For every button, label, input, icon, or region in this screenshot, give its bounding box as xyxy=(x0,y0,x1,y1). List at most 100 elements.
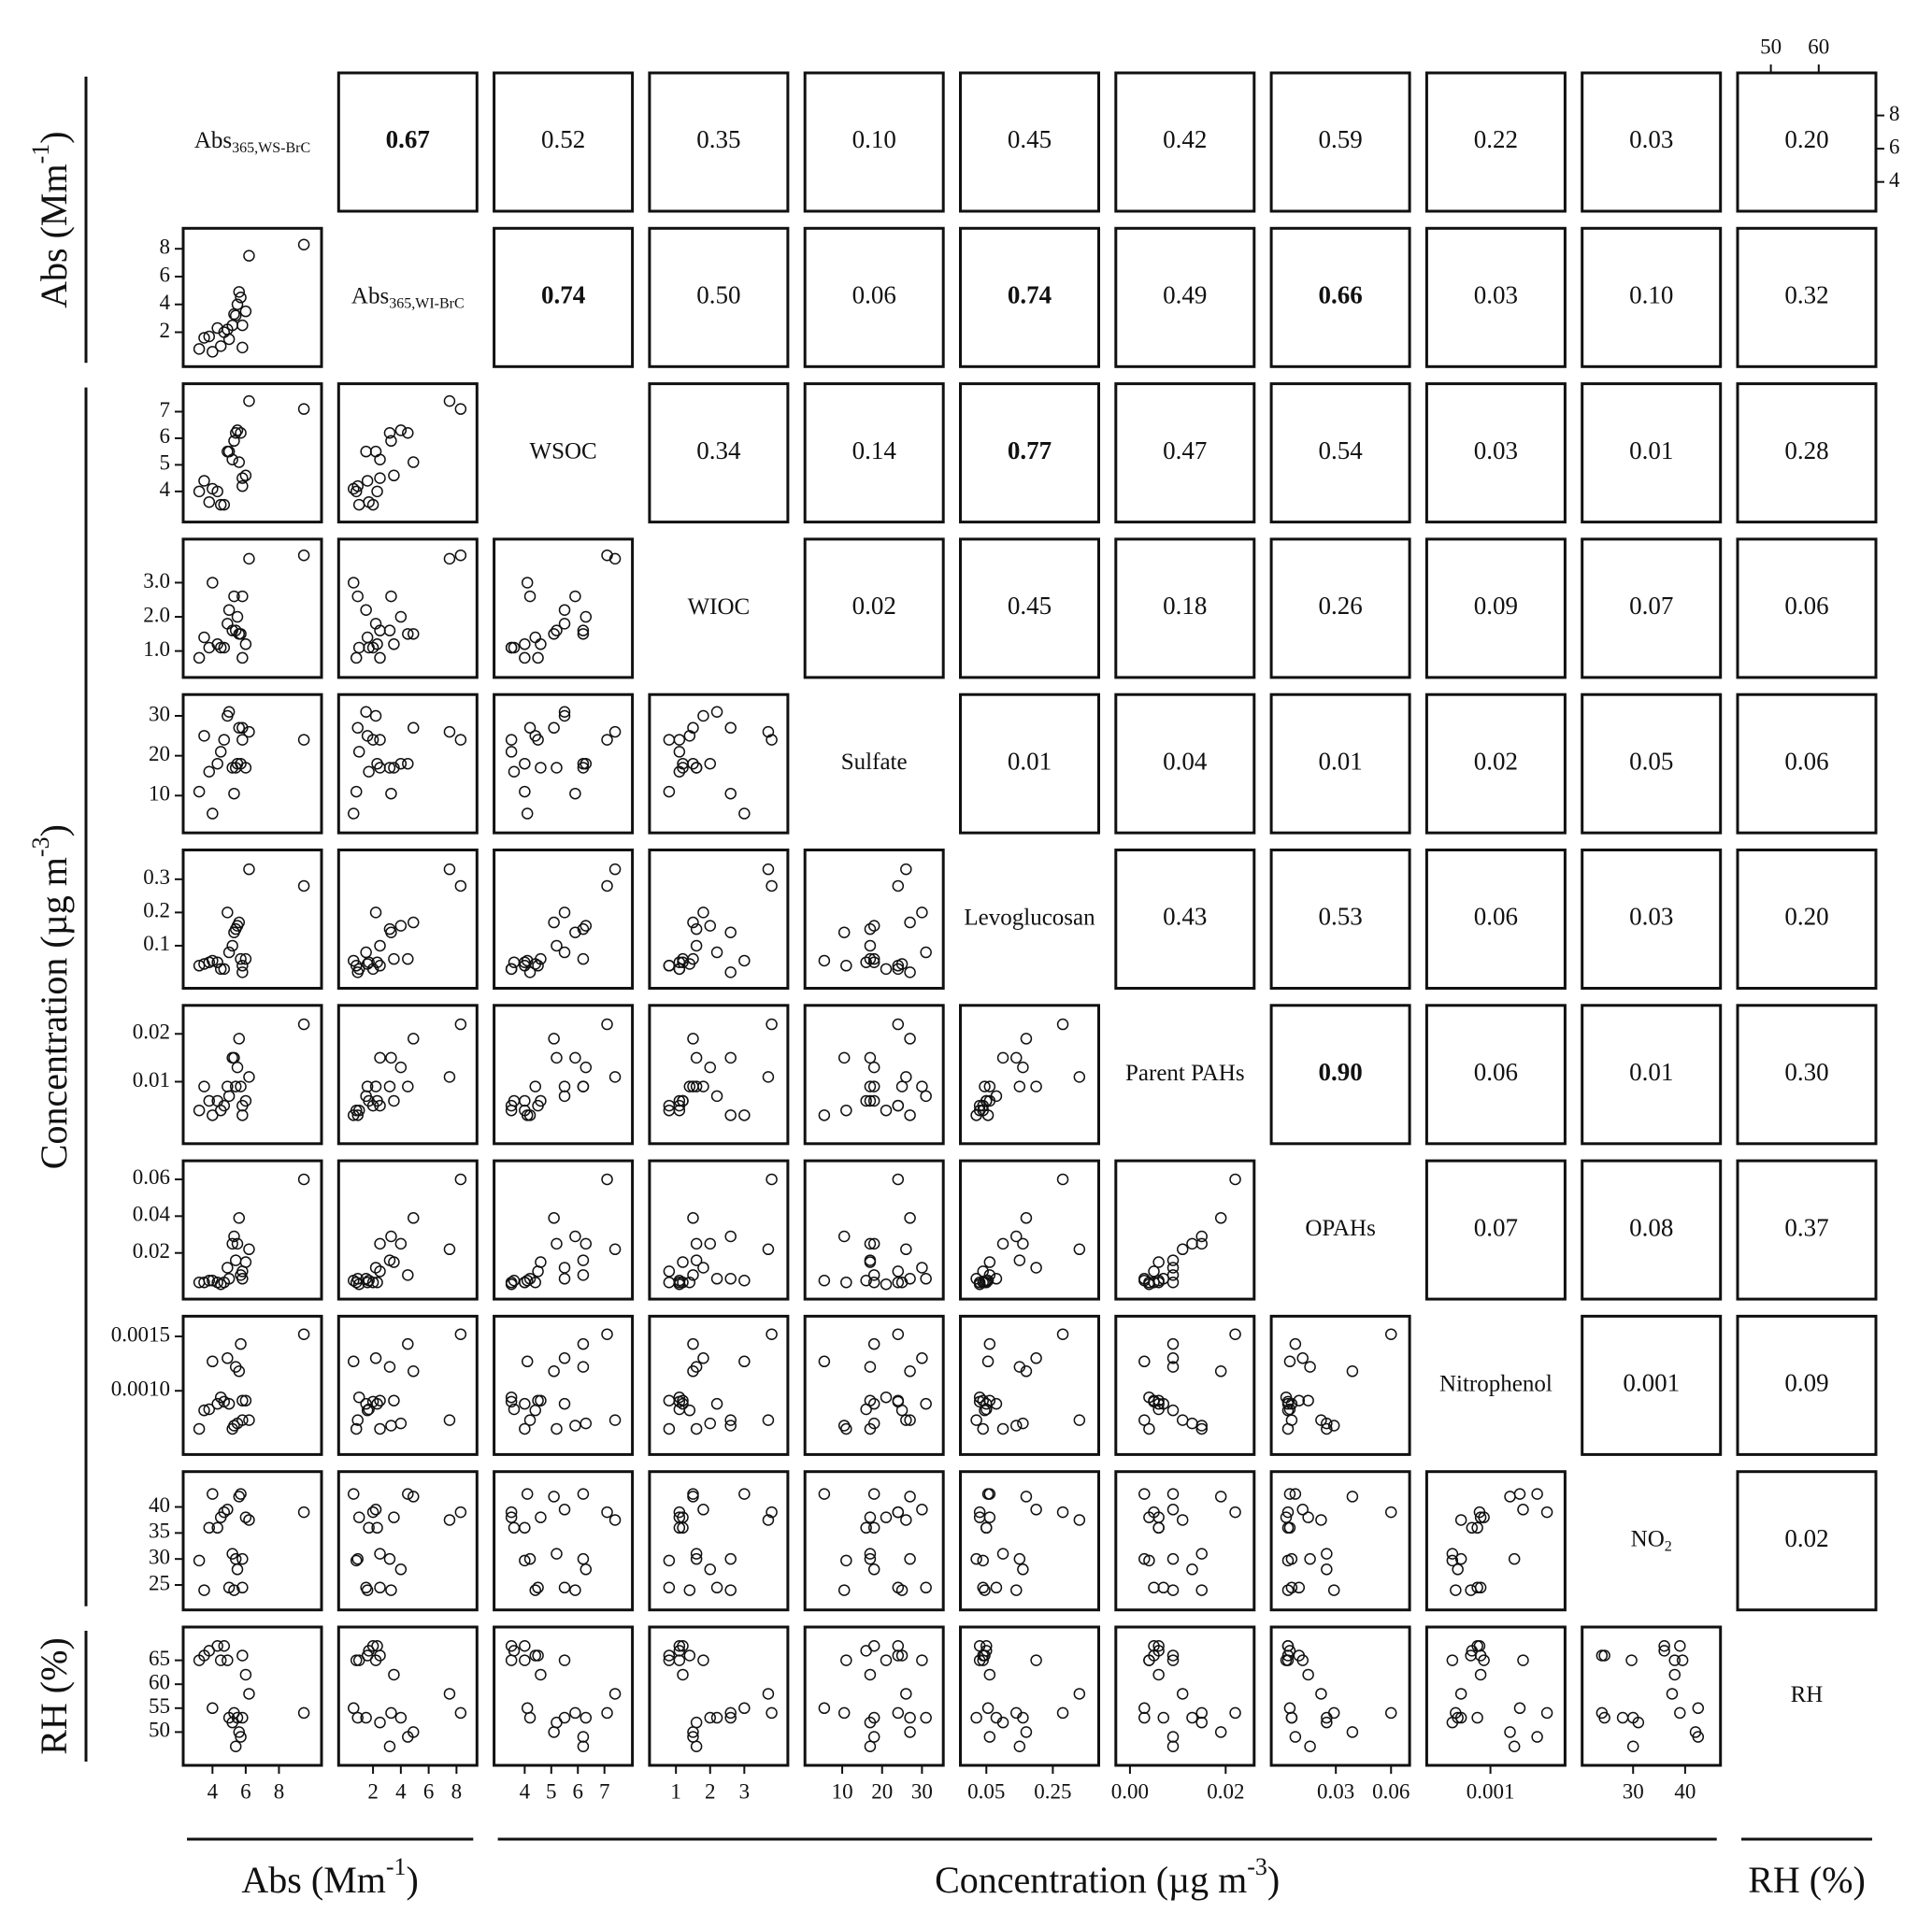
point xyxy=(580,1237,593,1250)
correlation-box xyxy=(1424,692,1567,835)
point xyxy=(551,1237,563,1250)
point xyxy=(235,952,247,965)
point xyxy=(297,549,310,562)
correlation-label: 0.45 xyxy=(1008,592,1052,620)
y-tick-label: 0.0010 xyxy=(111,1377,170,1400)
point xyxy=(1321,1563,1333,1576)
point xyxy=(916,1504,928,1516)
point xyxy=(523,1273,537,1285)
point xyxy=(1626,1711,1639,1724)
point xyxy=(351,1552,364,1565)
point xyxy=(383,922,396,935)
point xyxy=(374,651,386,664)
point xyxy=(235,1337,247,1350)
point xyxy=(236,1552,249,1565)
correlation-box xyxy=(493,71,635,213)
y-tick-label: 40 xyxy=(149,1493,170,1517)
point xyxy=(236,590,249,603)
variable-label: WSOC xyxy=(529,438,596,464)
point xyxy=(663,1581,676,1594)
point xyxy=(860,1275,872,1287)
point xyxy=(1010,1051,1023,1064)
point xyxy=(551,1422,563,1435)
point xyxy=(860,1094,872,1107)
point xyxy=(374,960,386,972)
point xyxy=(867,1563,880,1576)
point xyxy=(1283,1355,1296,1368)
point xyxy=(505,1391,518,1404)
point xyxy=(663,960,676,972)
point xyxy=(663,1099,676,1112)
point xyxy=(840,1276,852,1289)
correlation-box xyxy=(1269,849,1411,990)
point xyxy=(1056,1506,1069,1519)
point xyxy=(690,1051,703,1064)
point xyxy=(519,956,531,968)
point xyxy=(1327,1706,1340,1720)
panel-frame xyxy=(803,1470,945,1612)
point xyxy=(535,952,547,965)
point xyxy=(1195,1584,1208,1596)
point xyxy=(983,1256,996,1268)
point xyxy=(394,424,408,436)
y-tick-label: 8 xyxy=(1889,102,1900,125)
panel-frame xyxy=(1114,1625,1256,1767)
panel-frame xyxy=(648,849,790,990)
y-tick-label: 50 xyxy=(149,1719,170,1742)
correlation-box xyxy=(1581,692,1723,835)
point xyxy=(222,706,236,718)
x-tick-label: 0.25 xyxy=(1034,1779,1071,1803)
point xyxy=(551,762,563,774)
point xyxy=(1229,1173,1241,1186)
point xyxy=(1157,1711,1170,1724)
correlation-box xyxy=(1424,1004,1567,1146)
point xyxy=(892,963,905,976)
point xyxy=(521,1355,534,1368)
y-tick-label: 2 xyxy=(160,319,171,342)
point xyxy=(529,1080,541,1092)
correlation-label: 0.06 xyxy=(1784,747,1828,775)
point xyxy=(229,1740,242,1753)
point xyxy=(236,1273,249,1285)
point xyxy=(222,1273,236,1285)
point xyxy=(1471,1711,1483,1724)
point xyxy=(231,1711,244,1724)
point xyxy=(837,1706,851,1720)
point xyxy=(211,638,223,650)
correlation-label: 0.01 xyxy=(1318,747,1362,775)
point xyxy=(1540,1506,1553,1519)
point xyxy=(900,1243,912,1256)
point xyxy=(203,1094,216,1107)
correlation-label: 0.35 xyxy=(696,125,740,153)
point xyxy=(1166,1254,1180,1266)
correlation-box xyxy=(1581,1159,1723,1301)
x-tick-label: 4 xyxy=(395,1779,407,1803)
point xyxy=(558,1273,571,1285)
x-tick-label: 40 xyxy=(1674,1779,1696,1803)
point xyxy=(198,1080,210,1092)
point xyxy=(297,238,310,250)
point xyxy=(867,1269,880,1281)
point xyxy=(521,1488,534,1500)
correlation-label: 0.22 xyxy=(1474,125,1518,153)
point xyxy=(724,1552,737,1565)
variable-name: Parent PAHs xyxy=(1125,1061,1245,1086)
point xyxy=(193,1554,206,1567)
point xyxy=(235,628,247,640)
point xyxy=(569,590,581,603)
point xyxy=(243,725,255,738)
correlation-box xyxy=(1424,849,1567,990)
panel-frame xyxy=(648,692,790,835)
point xyxy=(920,1273,932,1285)
panel-frame xyxy=(493,1314,635,1456)
point xyxy=(243,394,255,407)
panel-frame xyxy=(181,1004,323,1146)
point xyxy=(505,1511,518,1523)
panel-frame xyxy=(336,382,479,524)
point xyxy=(508,765,521,778)
point xyxy=(1148,1649,1160,1662)
point xyxy=(218,641,231,654)
correlation-label: 0.34 xyxy=(696,436,741,464)
point xyxy=(558,1581,571,1594)
point xyxy=(297,1018,310,1031)
